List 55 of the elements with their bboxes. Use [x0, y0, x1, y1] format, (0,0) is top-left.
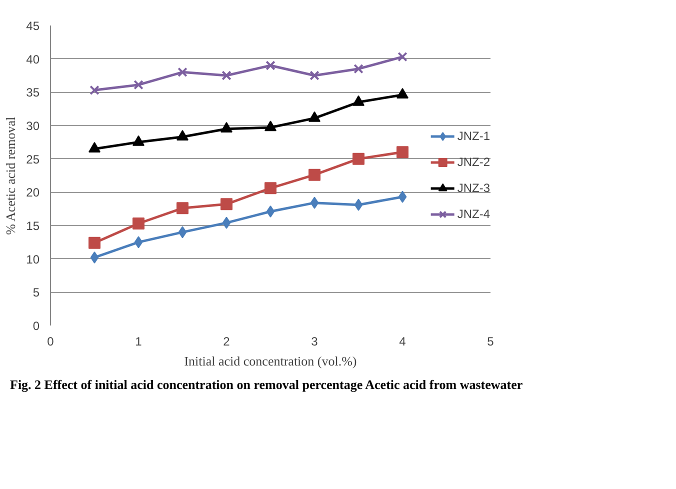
point	[178, 226, 187, 238]
point	[222, 70, 232, 80]
point	[176, 130, 188, 141]
x-tick-label: 2	[223, 334, 230, 348]
point	[352, 95, 364, 106]
point	[178, 67, 188, 78]
legend-label: JNZ-2	[457, 155, 490, 169]
y-tick-label: 20	[26, 186, 40, 200]
y-axis-title: % Acetic acid removal	[3, 116, 18, 235]
point	[90, 252, 99, 264]
point	[398, 190, 407, 203]
y-tick-label: 45	[26, 19, 40, 33]
point	[266, 60, 276, 70]
x-tick-label: 5	[487, 334, 494, 348]
point	[220, 122, 232, 133]
x-tick-label: 3	[311, 334, 318, 348]
point	[134, 80, 144, 90]
y-tick-label: 35	[26, 86, 40, 100]
point	[90, 85, 100, 96]
legend-label: JNZ-1	[457, 129, 490, 143]
point	[308, 168, 320, 181]
legend-label: JNZ-4	[457, 207, 490, 221]
point	[308, 111, 320, 122]
point	[354, 198, 363, 211]
legend-label: JNZ-3	[457, 181, 490, 195]
x-tick-label: 4	[399, 334, 406, 348]
y-tick-label: 10	[26, 252, 40, 266]
y-tick-label: 25	[26, 152, 40, 166]
caption: Fig. 2 Effect of initial acid concentration on removal percentage Acetic acid from wastewater	[10, 376, 523, 394]
y-tick-label: 15	[26, 219, 40, 233]
y-tick-label: 30	[26, 119, 40, 133]
point	[310, 196, 319, 209]
point	[266, 206, 275, 218]
y-tick-label: 40	[26, 52, 40, 66]
point	[176, 202, 188, 214]
x-tick-label: 0	[47, 334, 54, 348]
point	[396, 88, 408, 99]
point	[310, 70, 320, 80]
point	[264, 182, 276, 194]
x-tick-label: 1	[135, 334, 142, 348]
point	[220, 198, 232, 210]
point	[398, 52, 408, 62]
point	[222, 216, 231, 229]
y-tick-label: 5	[32, 286, 40, 300]
point	[264, 120, 276, 132]
point	[88, 236, 100, 249]
x-axis-title: Initial acid concentration (vol.%)	[184, 354, 357, 368]
point	[396, 146, 408, 158]
point	[132, 218, 144, 230]
point	[132, 135, 144, 146]
point	[352, 152, 364, 165]
point	[354, 64, 364, 74]
y-tick-label: 0	[32, 319, 40, 333]
point	[134, 236, 143, 248]
point	[88, 142, 100, 153]
